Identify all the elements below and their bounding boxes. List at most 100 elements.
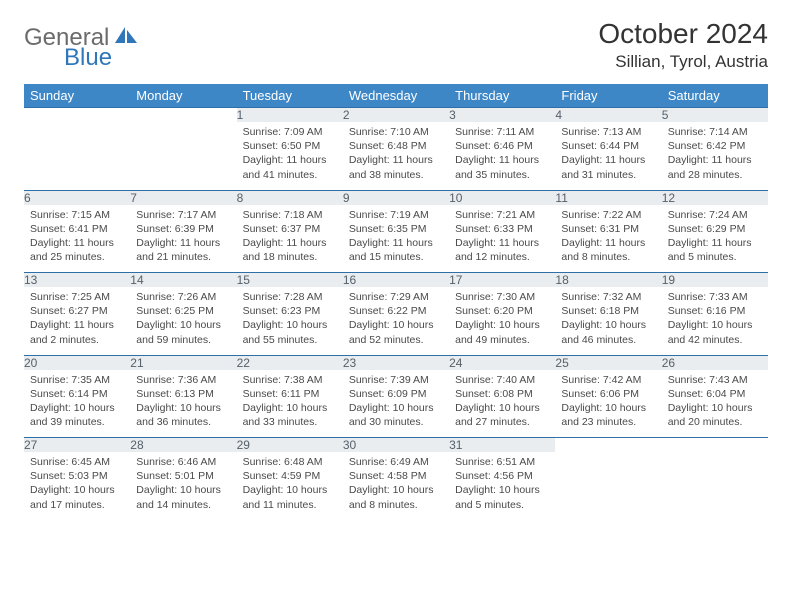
day-cell: Sunrise: 7:14 AMSunset: 6:42 PMDaylight:… (662, 122, 768, 190)
empty-cell (24, 108, 130, 123)
day-details: Sunrise: 7:11 AMSunset: 6:46 PMDaylight:… (449, 122, 555, 188)
day-cell: Sunrise: 7:38 AMSunset: 6:11 PMDaylight:… (237, 370, 343, 438)
location: Sillian, Tyrol, Austria (598, 52, 768, 72)
weekday-header: Monday (130, 84, 236, 108)
day-details: Sunrise: 7:13 AMSunset: 6:44 PMDaylight:… (555, 122, 661, 188)
day-number: 18 (555, 273, 661, 288)
day-details: Sunrise: 7:19 AMSunset: 6:35 PMDaylight:… (343, 205, 449, 271)
weekday-header: Thursday (449, 84, 555, 108)
day-number: 25 (555, 355, 661, 370)
day-details: Sunrise: 6:46 AMSunset: 5:01 PMDaylight:… (130, 452, 236, 518)
day-number: 19 (662, 273, 768, 288)
day-cell: Sunrise: 7:36 AMSunset: 6:13 PMDaylight:… (130, 370, 236, 438)
day-cell: Sunrise: 7:42 AMSunset: 6:06 PMDaylight:… (555, 370, 661, 438)
day-number: 21 (130, 355, 236, 370)
day-details: Sunrise: 7:15 AMSunset: 6:41 PMDaylight:… (24, 205, 130, 271)
day-number: 22 (237, 355, 343, 370)
day-details: Sunrise: 7:24 AMSunset: 6:29 PMDaylight:… (662, 205, 768, 271)
day-cell: Sunrise: 7:22 AMSunset: 6:31 PMDaylight:… (555, 205, 661, 273)
header: General October 2024 Sillian, Tyrol, Aus… (24, 18, 768, 72)
day-details: Sunrise: 7:26 AMSunset: 6:25 PMDaylight:… (130, 287, 236, 353)
day-number: 10 (449, 190, 555, 205)
empty-cell (555, 452, 661, 520)
day-details: Sunrise: 7:09 AMSunset: 6:50 PMDaylight:… (237, 122, 343, 188)
day-cell: Sunrise: 7:21 AMSunset: 6:33 PMDaylight:… (449, 205, 555, 273)
day-details: Sunrise: 7:25 AMSunset: 6:27 PMDaylight:… (24, 287, 130, 353)
day-number: 28 (130, 438, 236, 453)
title-block: October 2024 Sillian, Tyrol, Austria (598, 18, 768, 72)
day-details: Sunrise: 6:48 AMSunset: 4:59 PMDaylight:… (237, 452, 343, 518)
weekday-header: Saturday (662, 84, 768, 108)
day-number: 12 (662, 190, 768, 205)
day-number: 14 (130, 273, 236, 288)
empty-cell (130, 108, 236, 123)
day-details: Sunrise: 7:10 AMSunset: 6:48 PMDaylight:… (343, 122, 449, 188)
day-details: Sunrise: 7:30 AMSunset: 6:20 PMDaylight:… (449, 287, 555, 353)
day-details: Sunrise: 7:29 AMSunset: 6:22 PMDaylight:… (343, 287, 449, 353)
day-details: Sunrise: 6:49 AMSunset: 4:58 PMDaylight:… (343, 452, 449, 518)
day-details: Sunrise: 7:22 AMSunset: 6:31 PMDaylight:… (555, 205, 661, 271)
day-details: Sunrise: 7:40 AMSunset: 6:08 PMDaylight:… (449, 370, 555, 436)
day-number: 4 (555, 108, 661, 123)
day-cell: Sunrise: 7:30 AMSunset: 6:20 PMDaylight:… (449, 287, 555, 355)
day-cell: Sunrise: 7:40 AMSunset: 6:08 PMDaylight:… (449, 370, 555, 438)
day-number: 8 (237, 190, 343, 205)
weekday-header: Sunday (24, 84, 130, 108)
day-details: Sunrise: 7:33 AMSunset: 6:16 PMDaylight:… (662, 287, 768, 353)
day-cell: Sunrise: 7:35 AMSunset: 6:14 PMDaylight:… (24, 370, 130, 438)
daynum-row: 12345 (24, 108, 768, 123)
day-cell: Sunrise: 6:45 AMSunset: 5:03 PMDaylight:… (24, 452, 130, 520)
day-number: 6 (24, 190, 130, 205)
day-number: 7 (130, 190, 236, 205)
day-cell: Sunrise: 7:18 AMSunset: 6:37 PMDaylight:… (237, 205, 343, 273)
day-number: 27 (24, 438, 130, 453)
day-details: Sunrise: 7:32 AMSunset: 6:18 PMDaylight:… (555, 287, 661, 353)
day-number: 15 (237, 273, 343, 288)
day-cell: Sunrise: 7:19 AMSunset: 6:35 PMDaylight:… (343, 205, 449, 273)
month-title: October 2024 (598, 18, 768, 50)
day-number: 26 (662, 355, 768, 370)
logo-sail-icon (113, 25, 139, 52)
daydata-row: Sunrise: 7:25 AMSunset: 6:27 PMDaylight:… (24, 287, 768, 355)
day-number: 23 (343, 355, 449, 370)
day-cell: Sunrise: 7:32 AMSunset: 6:18 PMDaylight:… (555, 287, 661, 355)
day-cell: Sunrise: 6:46 AMSunset: 5:01 PMDaylight:… (130, 452, 236, 520)
day-cell: Sunrise: 7:26 AMSunset: 6:25 PMDaylight:… (130, 287, 236, 355)
day-details: Sunrise: 7:14 AMSunset: 6:42 PMDaylight:… (662, 122, 768, 188)
empty-cell (662, 438, 768, 453)
daydata-row: Sunrise: 6:45 AMSunset: 5:03 PMDaylight:… (24, 452, 768, 520)
day-number: 30 (343, 438, 449, 453)
day-details: Sunrise: 7:36 AMSunset: 6:13 PMDaylight:… (130, 370, 236, 436)
day-details: Sunrise: 6:51 AMSunset: 4:56 PMDaylight:… (449, 452, 555, 518)
day-cell: Sunrise: 7:17 AMSunset: 6:39 PMDaylight:… (130, 205, 236, 273)
daydata-row: Sunrise: 7:35 AMSunset: 6:14 PMDaylight:… (24, 370, 768, 438)
day-cell: Sunrise: 7:09 AMSunset: 6:50 PMDaylight:… (237, 122, 343, 190)
day-cell: Sunrise: 6:49 AMSunset: 4:58 PMDaylight:… (343, 452, 449, 520)
empty-cell (662, 452, 768, 520)
day-number: 1 (237, 108, 343, 123)
page: General October 2024 Sillian, Tyrol, Aus… (0, 0, 792, 612)
day-cell: Sunrise: 7:29 AMSunset: 6:22 PMDaylight:… (343, 287, 449, 355)
day-cell: Sunrise: 7:15 AMSunset: 6:41 PMDaylight:… (24, 205, 130, 273)
day-details: Sunrise: 7:35 AMSunset: 6:14 PMDaylight:… (24, 370, 130, 436)
day-number: 24 (449, 355, 555, 370)
day-details: Sunrise: 7:28 AMSunset: 6:23 PMDaylight:… (237, 287, 343, 353)
day-number: 29 (237, 438, 343, 453)
day-number: 2 (343, 108, 449, 123)
daynum-row: 20212223242526 (24, 355, 768, 370)
day-cell: Sunrise: 7:13 AMSunset: 6:44 PMDaylight:… (555, 122, 661, 190)
weekday-header: Wednesday (343, 84, 449, 108)
day-number: 9 (343, 190, 449, 205)
daynum-row: 2728293031 (24, 438, 768, 453)
day-number: 5 (662, 108, 768, 123)
daynum-row: 6789101112 (24, 190, 768, 205)
weekday-header: Tuesday (237, 84, 343, 108)
logo-text-blue: Blue (64, 44, 112, 71)
calendar-table: SundayMondayTuesdayWednesdayThursdayFrid… (24, 84, 768, 520)
day-cell: Sunrise: 7:25 AMSunset: 6:27 PMDaylight:… (24, 287, 130, 355)
day-cell: Sunrise: 7:39 AMSunset: 6:09 PMDaylight:… (343, 370, 449, 438)
daydata-row: Sunrise: 7:09 AMSunset: 6:50 PMDaylight:… (24, 122, 768, 190)
day-details: Sunrise: 7:43 AMSunset: 6:04 PMDaylight:… (662, 370, 768, 436)
day-number: 11 (555, 190, 661, 205)
empty-cell (555, 438, 661, 453)
